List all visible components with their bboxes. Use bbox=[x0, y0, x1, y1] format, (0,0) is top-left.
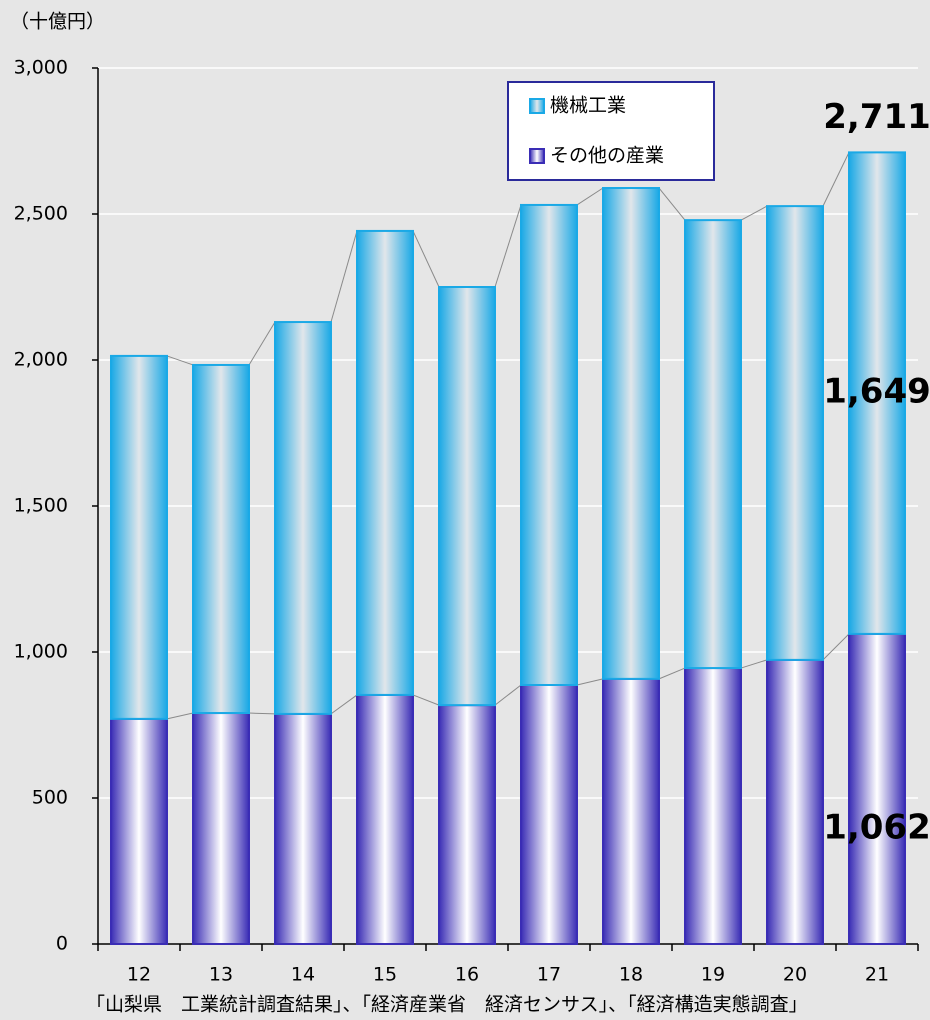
bar-segment bbox=[766, 205, 824, 661]
connector bbox=[576, 187, 604, 206]
bar-segment bbox=[602, 187, 660, 680]
connector bbox=[166, 712, 194, 720]
x-tick-label: 18 bbox=[619, 964, 643, 986]
bar-segment bbox=[848, 632, 906, 945]
legend-swatch bbox=[529, 98, 545, 114]
x-tick-label: 20 bbox=[783, 964, 807, 986]
y-tick-label: 3,000 bbox=[14, 57, 68, 79]
y-tick-label: 2,500 bbox=[14, 203, 68, 225]
connector bbox=[412, 694, 440, 706]
x-tick-label: 12 bbox=[127, 964, 151, 986]
bar-segment bbox=[520, 683, 578, 945]
legend-label: 機械工業 bbox=[550, 95, 626, 117]
x-tick-label: 14 bbox=[291, 964, 315, 986]
y-tick-label: 2,000 bbox=[14, 349, 68, 371]
bar-segment bbox=[520, 203, 578, 686]
bar-segment bbox=[110, 717, 168, 945]
bar-segment bbox=[274, 712, 332, 945]
bar-segment bbox=[356, 693, 414, 946]
data-label: 1,062 bbox=[823, 807, 930, 847]
bar-segment bbox=[766, 658, 824, 945]
bar-segment bbox=[848, 151, 906, 635]
connector bbox=[822, 633, 850, 661]
y-tick-label: 1,000 bbox=[14, 641, 68, 663]
source: 「山梨県 工業統計調査結果」、「経済産業省 経済センサス」、「経済構造実態調査」 bbox=[86, 994, 808, 1016]
y-tick-label: 1,500 bbox=[14, 495, 68, 517]
connector bbox=[330, 694, 358, 715]
legend-swatch bbox=[529, 148, 545, 164]
x-tick-label: 19 bbox=[701, 964, 725, 986]
x-tick-label: 13 bbox=[209, 964, 233, 986]
legend-label: その他の産業 bbox=[550, 145, 664, 167]
bar-segment bbox=[274, 321, 332, 715]
y-tick-label: 0 bbox=[56, 933, 68, 955]
bar-segment bbox=[684, 667, 742, 945]
connector bbox=[166, 355, 194, 366]
connector bbox=[330, 230, 358, 323]
y-tick-label: 500 bbox=[32, 787, 68, 809]
bar-segment bbox=[356, 229, 414, 696]
connector bbox=[248, 712, 276, 715]
bar-segment bbox=[438, 286, 496, 707]
connector bbox=[494, 684, 522, 706]
bar-segment bbox=[684, 219, 742, 670]
connector bbox=[658, 667, 686, 680]
bar-segment bbox=[602, 677, 660, 945]
x-tick-label: 21 bbox=[865, 964, 889, 986]
data-label: 1,649 bbox=[823, 372, 930, 412]
bar-segment bbox=[192, 363, 250, 715]
y-axis-label: （十億円） bbox=[10, 11, 105, 33]
bar-segment bbox=[192, 712, 250, 946]
connector bbox=[822, 152, 850, 207]
x-tick-label: 16 bbox=[455, 964, 479, 986]
connector bbox=[576, 678, 604, 686]
bar-segment bbox=[438, 704, 496, 945]
connector bbox=[740, 659, 768, 669]
connector bbox=[740, 205, 768, 221]
connector bbox=[412, 230, 440, 288]
total-label: 2,711 bbox=[823, 97, 930, 137]
connector bbox=[248, 321, 276, 366]
bar-segment bbox=[110, 354, 168, 720]
x-tick-label: 15 bbox=[373, 964, 397, 986]
connector bbox=[658, 187, 686, 221]
connector bbox=[494, 204, 522, 288]
x-tick-label: 17 bbox=[537, 964, 561, 986]
